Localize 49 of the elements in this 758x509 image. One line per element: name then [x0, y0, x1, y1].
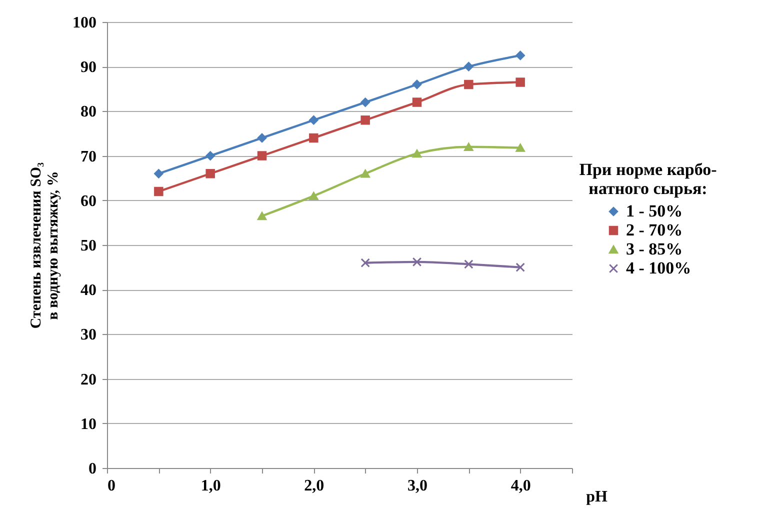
point	[360, 258, 370, 268]
legend-label: 1 - 50%	[626, 202, 683, 220]
point	[516, 50, 525, 60]
point	[360, 98, 370, 107]
x-tick-label: 3,0	[408, 478, 428, 494]
legend-label: 3 - 85%	[626, 240, 683, 258]
point	[464, 142, 474, 151]
y-tick-label: 10	[80, 416, 96, 433]
point	[257, 133, 267, 143]
y-tick-label: 40	[80, 282, 96, 300]
y-tick-label: 80	[80, 104, 96, 121]
y-tick-label: 0	[88, 460, 96, 478]
point	[257, 151, 267, 160]
point	[516, 262, 525, 272]
point	[154, 186, 164, 196]
point	[360, 170, 370, 178]
point	[360, 115, 370, 125]
legend-title: При норме карбо- натного сырья:	[579, 160, 718, 198]
y-tick-label: 90	[80, 59, 96, 76]
x-axis-title: pH	[586, 488, 608, 506]
legend-label: 4 - 100%	[626, 258, 692, 278]
y-axis-title: Степень извлечения SO₃ в водную вытяжку, %	[28, 162, 62, 329]
point	[516, 144, 525, 152]
y-tick-label: 100	[72, 14, 96, 32]
point	[464, 80, 474, 90]
point	[257, 212, 267, 220]
point	[464, 260, 474, 269]
point	[309, 133, 318, 143]
point	[206, 169, 215, 178]
y-tick-label: 70	[80, 148, 96, 166]
point	[412, 149, 422, 158]
y-tick-label: 50	[80, 238, 96, 254]
y-tick-label: 20	[80, 371, 96, 388]
y-tick-label: 30	[80, 326, 96, 344]
legend-label: 2 - 70%	[626, 220, 683, 240]
point	[154, 169, 164, 178]
point	[309, 115, 318, 125]
point	[464, 62, 474, 72]
x-tick-label: 2,0	[304, 478, 324, 494]
x-tick-label: 1,0	[200, 478, 221, 494]
y-tick-label: 60	[80, 192, 96, 210]
point	[412, 98, 422, 107]
point	[412, 257, 422, 267]
x-tick-label: 4,0	[510, 478, 531, 494]
x-tick-label: 0	[108, 478, 116, 494]
point	[309, 192, 318, 200]
point	[412, 80, 422, 90]
point	[516, 78, 525, 87]
point	[206, 151, 215, 160]
